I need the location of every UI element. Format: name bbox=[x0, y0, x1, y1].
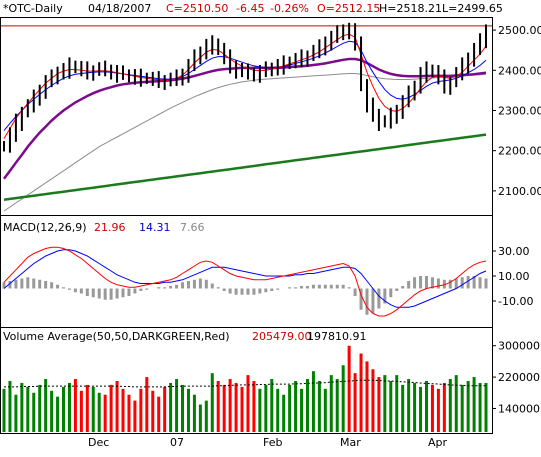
price-axis-tick-label: 2200.00 bbox=[498, 145, 541, 158]
ma-blue-line bbox=[3, 40, 487, 131]
price-axis-tick-label: 2100.00 bbox=[498, 185, 541, 198]
volume-avg-line bbox=[4, 379, 486, 388]
ma-purple-line bbox=[3, 57, 487, 180]
macd-hist-value: 7.66 bbox=[180, 221, 205, 234]
macd-axis-tick-label: 10.00 bbox=[498, 270, 530, 283]
macd-signal-line bbox=[3, 249, 487, 308]
macd-title: MACD(12,26,9) bbox=[3, 221, 87, 234]
volume-value: 205479.00 bbox=[252, 330, 312, 343]
change-label: -6.45 bbox=[236, 2, 264, 15]
x-label-feb: Feb bbox=[263, 436, 282, 449]
volume-axis-tick-label: 220000. bbox=[498, 371, 541, 384]
date-label: 04/18/2007 bbox=[88, 2, 151, 15]
macd-line bbox=[3, 246, 487, 317]
volume-avg-value: 197810.91 bbox=[307, 330, 367, 343]
volume-axis-tick-label: 140000. bbox=[498, 402, 541, 415]
volume-title: Volume Average(50,50,DARKGREEN,Red) bbox=[3, 330, 230, 343]
change-pct-label: -0.26% bbox=[270, 2, 309, 15]
price-axis-tick-label: 2500.00 bbox=[498, 24, 541, 37]
symbol-label: *OTC-Daily bbox=[3, 2, 63, 15]
volume-plot bbox=[2, 345, 488, 432]
close-label: C=2510.50 bbox=[166, 2, 228, 15]
price-panel-frame bbox=[0, 17, 493, 216]
x-label-mar: Mar bbox=[340, 436, 361, 449]
y-axes: 2100.00 2200.00 2300.00 2400.00 2500.00 30.00… bbox=[492, 24, 541, 415]
macd-plot bbox=[2, 246, 488, 317]
x-label-07: 07 bbox=[170, 436, 184, 449]
macd-axis-tick-label: -10.00 bbox=[498, 295, 533, 308]
price-axis-tick-label: 2300.00 bbox=[498, 104, 541, 117]
x-label-apr: Apr bbox=[428, 436, 448, 449]
price-plot bbox=[1, 22, 492, 212]
x-label-dec: Dec bbox=[88, 436, 109, 449]
low-label: L=2499.65 bbox=[442, 2, 503, 15]
ma-gray-line bbox=[3, 73, 487, 212]
macd-signal-value: 14.31 bbox=[139, 221, 171, 234]
ma-red-line bbox=[3, 33, 487, 139]
high-label: H=2518.21 bbox=[379, 2, 442, 15]
ma-green-line bbox=[3, 133, 487, 201]
open-label: O=2512.15 bbox=[317, 2, 380, 15]
macd-value: 21.96 bbox=[94, 221, 126, 234]
price-axis-tick-label: 2400.00 bbox=[498, 64, 541, 77]
volume-axis-tick-label: 300000. bbox=[498, 340, 541, 353]
macd-axis-tick-label: 30.00 bbox=[498, 245, 530, 258]
